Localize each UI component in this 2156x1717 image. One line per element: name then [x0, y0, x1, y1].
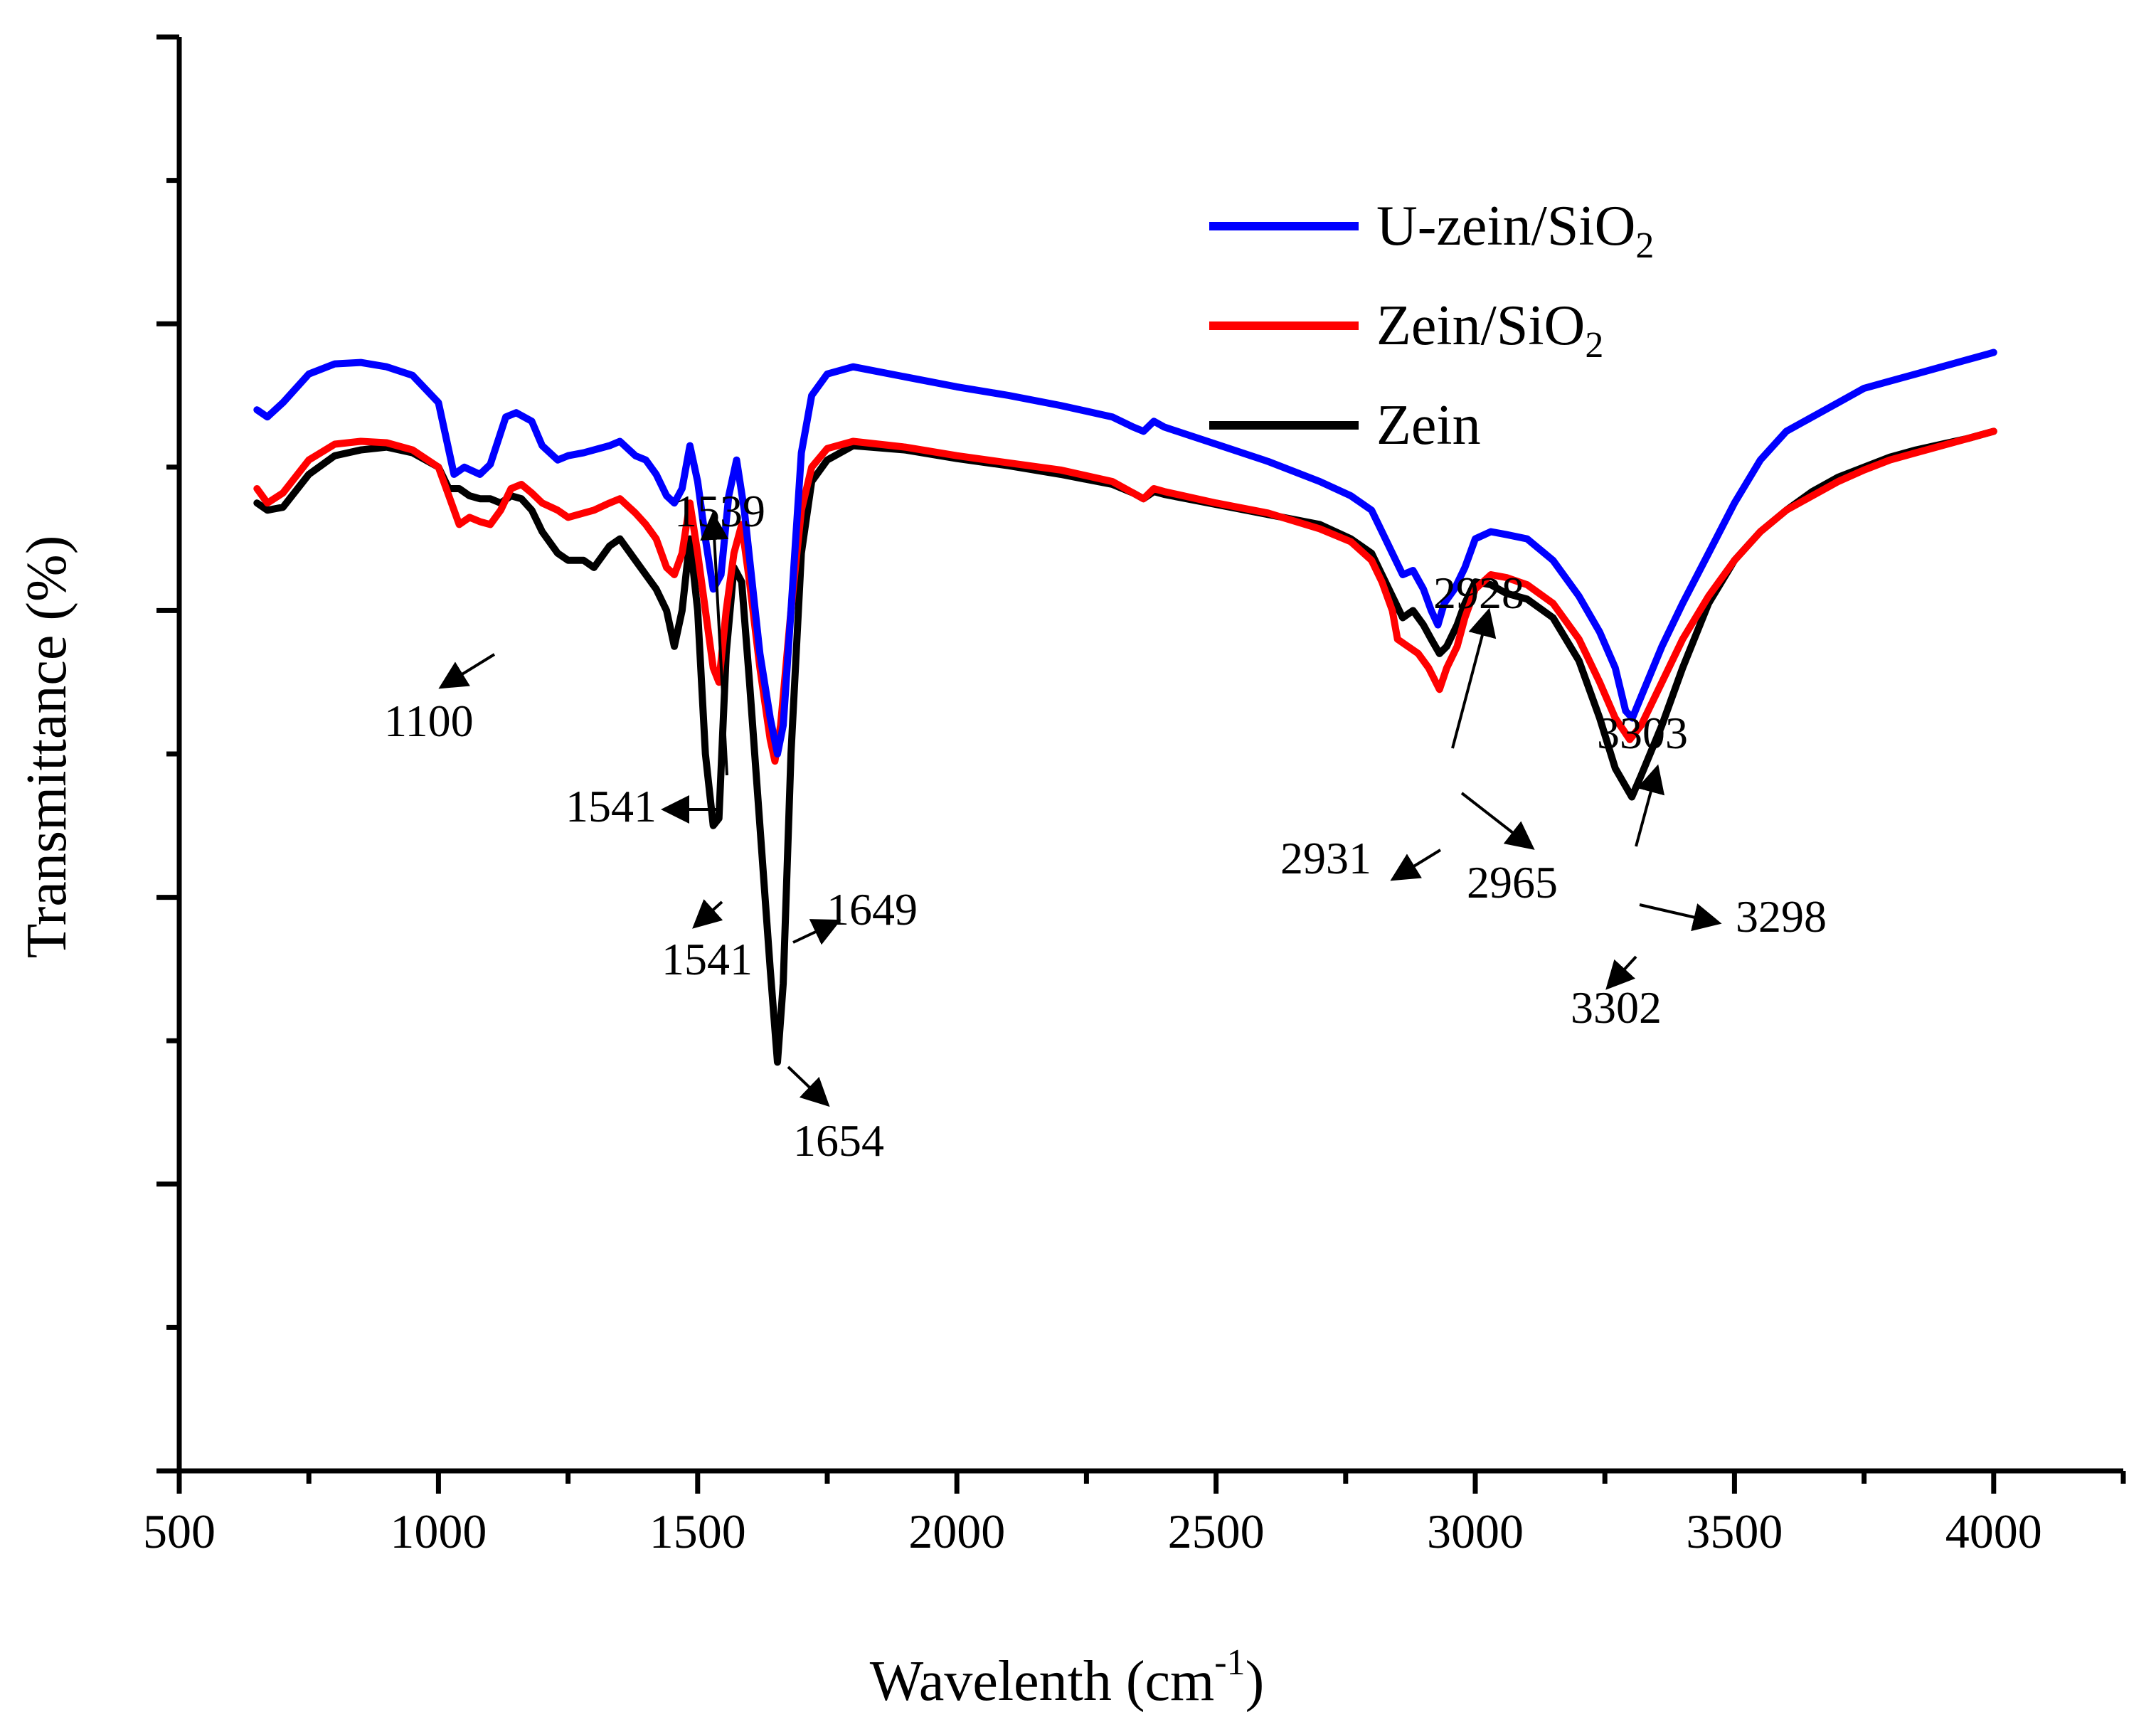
legend-label-zein: Zein [1376, 394, 1481, 457]
x-tick-label-500: 500 [143, 1504, 216, 1558]
x-tick-label-2500: 2500 [1168, 1504, 1265, 1558]
x-axis-title-end: ) [1246, 1650, 1265, 1713]
series-line-u-zein-sio2 [253, 349, 1997, 758]
annotation-arrow-1649 [792, 919, 841, 945]
annotation-label-1541-black: 1541 [662, 934, 753, 984]
legend-label-zein-sio2: Zein/SiO2 [1376, 294, 1603, 366]
annotation-label-3298: 3298 [1736, 891, 1827, 942]
x-axis-title: Wavelenth (cm-1) [870, 1642, 1264, 1713]
series-line-zein [253, 427, 1997, 1066]
axes [156, 34, 2126, 1494]
annotation-arrow-2965 [1460, 792, 1535, 850]
x-tick-label-2000: 2000 [908, 1504, 1005, 1558]
annotation-arrow-1541-black [692, 899, 723, 929]
annotation-arrow-3303 [1635, 764, 1665, 847]
annotation-label-1100: 1100 [384, 696, 474, 746]
annotation-label-2928: 2928 [1433, 568, 1524, 618]
x-tick-label-4000: 4000 [1945, 1504, 2042, 1558]
annotation-arrow-2931 [1390, 849, 1442, 881]
x-tick-labels: 500 1000 1500 2000 2500 3000 3500 4000 [143, 1504, 2042, 1558]
annotation-label-3303: 3303 [1597, 708, 1688, 758]
annotation-arrow-1539 [700, 511, 729, 776]
annotations: 1100 1539 1541 1541 1649 1654 2928 2931 … [384, 486, 1827, 1166]
plot-lines [253, 349, 1997, 1066]
x-tick-label-1500: 1500 [649, 1504, 746, 1558]
annotation-label-1649: 1649 [827, 884, 918, 935]
annotation-label-3302: 3302 [1571, 982, 1662, 1033]
annotation-arrow-2928 [1451, 607, 1497, 749]
y-axis-title: Transmittance (%) [16, 536, 78, 959]
legend-label-u-zein-sio2: U-zein/SiO2 [1376, 195, 1654, 266]
annotation-arrow-1654 [787, 1065, 830, 1107]
x-tick-label-3500: 3500 [1686, 1504, 1783, 1558]
annotation-label-1539: 1539 [674, 486, 765, 536]
x-tick-label-1000: 1000 [390, 1504, 487, 1558]
annotation-arrow-1100 [438, 653, 496, 689]
annotation-arrow-3302 [1605, 955, 1637, 990]
x-axis-title-main: Wavelenth (cm [870, 1650, 1214, 1713]
annotation-label-2931: 2931 [1280, 833, 1371, 883]
x-axis-title-sup: -1 [1214, 1642, 1245, 1683]
annotation-label-1654: 1654 [793, 1115, 884, 1166]
annotation-label-2965: 2965 [1467, 857, 1558, 908]
annotation-label-1541-red: 1541 [565, 781, 657, 831]
x-tick-label-3000: 3000 [1427, 1504, 1524, 1558]
series-line-zein-sio2 [253, 427, 1997, 765]
annotation-arrow-3298 [1639, 903, 1722, 932]
legend: U-zein/SiO2 Zein/SiO2 Zein [1209, 195, 1654, 457]
